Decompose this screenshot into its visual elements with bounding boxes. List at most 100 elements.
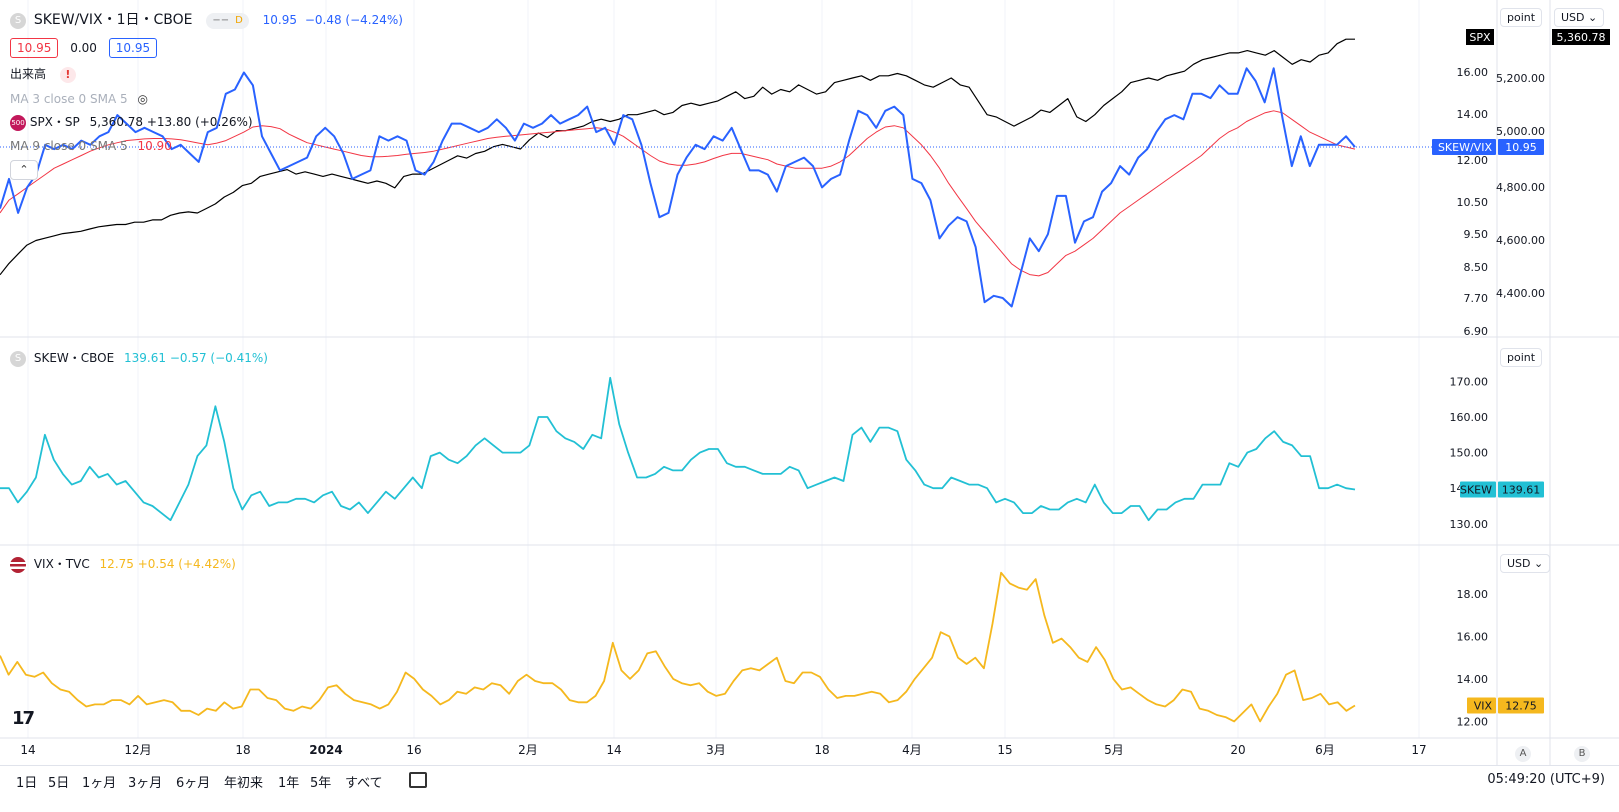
chevron-down-icon: ⌄ <box>1534 557 1544 570</box>
scale-a-button[interactable]: A <box>1515 746 1531 762</box>
main-legend: S SKEW/VIX・1日・CBOE −− D 10.95 −0.48 (−4.2… <box>10 12 403 29</box>
vix-tag-value: 12.75 <box>1505 699 1537 712</box>
ma9-label[interactable]: MA 9 close 0 SMA 5 <box>10 139 128 153</box>
skew-axis-tick: 150.00 <box>1450 447 1489 460</box>
ma3-label[interactable]: MA 3 close 0 SMA 5 <box>10 92 128 106</box>
spx-icon: 500 <box>10 114 26 131</box>
ratio-tag-value-bg <box>1498 138 1544 155</box>
pane1-scale-mode-button[interactable]: point <box>1500 8 1543 27</box>
pane1-currency-label: USD <box>1561 11 1585 24</box>
vix-legend: VIX・TVC 12.75 +0.54 (+4.42%) <box>10 556 236 573</box>
collapse-legend-button[interactable]: ⌃ <box>10 160 38 180</box>
timeframe-pill[interactable]: −− D <box>206 12 249 29</box>
skew-legend: S SKEW・CBOE 139.61 −0.57 (−0.41%) <box>10 350 268 367</box>
volume-label[interactable]: 出来高 <box>10 67 47 81</box>
timeframe-button[interactable]: 1ヶ月 <box>82 776 117 791</box>
skew-tag-label: SKEW <box>1460 484 1492 497</box>
axis-layer: 14 12月 18 2024 16 2月 14 3月 18 4月 15 5月 20 6月 17 16.00 14… <box>20 66 1545 757</box>
vix-axis-tick: 14.00 <box>1457 673 1489 686</box>
vix-tag-value-bg <box>1498 697 1544 714</box>
ratio-ma-line <box>0 110 1356 277</box>
hidden-eye-icon[interactable]: ◎ <box>137 92 148 106</box>
time-axis-label: 2024 <box>309 743 342 757</box>
vix-axis-tick: 18.00 <box>1457 588 1489 601</box>
timeframe-button[interactable]: 5日 <box>48 776 70 791</box>
vix-tag-label: VIX <box>1474 699 1493 712</box>
skew-vix-ratio-line <box>0 67 1356 308</box>
vix-line <box>0 571 1356 723</box>
time-axis-label: 5月 <box>1104 743 1124 757</box>
vix-axis-tick: 16.00 <box>1457 630 1489 643</box>
ratio-axis-tick: 7.70 <box>1464 292 1489 305</box>
pane2-scale-mode-button[interactable]: point <box>1500 348 1543 367</box>
calendar-range-icon[interactable] <box>409 772 427 788</box>
us-flag-icon <box>10 556 26 573</box>
bid-box[interactable]: 10.95 <box>10 38 59 58</box>
skew-axis-tick: 130.00 <box>1450 518 1489 531</box>
spx-tag-label-bg <box>1466 29 1494 45</box>
ohlc-row: 10.95 0.00 10.95 <box>10 38 158 58</box>
spx-tag: SPX 5,360.78 <box>1466 29 1610 45</box>
last-price: 10.95 <box>262 13 297 27</box>
warning-icon[interactable]: ! <box>59 67 76 83</box>
ma3-row: MA 3 close 0 SMA 5 ◎ <box>10 91 148 107</box>
time-axis-label: 17 <box>1411 743 1426 757</box>
pane1-currency-button[interactable]: USD ⌄ <box>1554 8 1605 27</box>
scale-b-button[interactable]: B <box>1574 746 1590 762</box>
ma9-row: MA 9 close 0 SMA 5 10.90 <box>10 138 172 154</box>
ma9-value: 10.90 <box>137 139 172 153</box>
spread-value: 0.00 <box>70 41 97 55</box>
skew-tag-label-bg <box>1460 481 1496 498</box>
vix-label[interactable]: VIX・TVC <box>33 557 90 571</box>
timeframe-badge: D <box>235 14 243 26</box>
tradingview-logo[interactable]: 17 <box>12 708 35 729</box>
timeframe-button[interactable]: 3ヶ月 <box>128 776 163 791</box>
chevron-down-icon: ⌄ <box>1588 11 1598 24</box>
skew-label[interactable]: SKEW・CBOE <box>33 351 115 365</box>
timeframe-button[interactable]: すべて <box>345 776 383 791</box>
skew-symbol-icon: S <box>10 350 26 367</box>
timeframe-button[interactable]: 1日 <box>16 776 38 791</box>
time-axis-label: 6月 <box>1315 743 1335 757</box>
symbol-title[interactable]: SKEW/VIX・1日・CBOE <box>33 12 193 28</box>
spx-axis-tick: 4,600.00 <box>1496 234 1545 247</box>
time-axis-label: 18 <box>235 743 250 757</box>
vix-tag-label-bg <box>1467 697 1496 714</box>
skew-line <box>0 376 1356 522</box>
time-axis-label: 14 <box>20 743 35 757</box>
timeframe-button[interactable]: 年初来 <box>224 776 264 791</box>
spx-tag-value: 5,360.78 <box>1557 31 1606 44</box>
vix-axis-tick: 12.00 <box>1457 715 1489 728</box>
ratio-tag-value: 10.95 <box>1505 141 1537 154</box>
ratio-axis-tick: 14.00 <box>1457 108 1489 121</box>
ratio-axis-tick: 12.00 <box>1457 154 1489 167</box>
timeframe-button[interactable]: 5年 <box>310 776 332 791</box>
ask-box[interactable]: 10.95 <box>108 38 158 58</box>
spx-row: 500 SPX・SP 5,360.78 +13.80 (+0.26%) <box>10 114 253 131</box>
time-axis-label: 16 <box>406 743 421 757</box>
timeframe-button[interactable]: 6ヶ月 <box>176 776 211 791</box>
timeframe-button[interactable]: 1年 <box>278 776 300 791</box>
ratio-axis-tick: 9.50 <box>1464 228 1489 241</box>
clock[interactable]: 05:49:20 (UTC+9) <box>1487 772 1605 787</box>
pane3-currency-button[interactable]: USD ⌄ <box>1500 554 1551 573</box>
spx-axis-tick: 5,200.00 <box>1496 72 1545 85</box>
spx-line <box>0 38 1355 276</box>
skew-axis-tick: 170.00 <box>1450 375 1489 388</box>
skew-tag-value: 139.61 <box>1502 484 1541 497</box>
time-axis-label: 2月 <box>518 743 538 757</box>
time-axis-label: 12月 <box>124 743 151 757</box>
spx-axis-tick: 4,800.00 <box>1496 181 1545 194</box>
ratio-axis-tick: 8.50 <box>1464 261 1489 274</box>
ratio-tag-label-bg <box>1432 138 1496 155</box>
time-axis-label: 14 <box>606 743 621 757</box>
ratio-tag-label: SKEW/VIX <box>1438 141 1492 154</box>
symbol-icon: S <box>10 12 26 29</box>
spx-label[interactable]: SPX・SP <box>29 115 80 129</box>
time-axis-label: 15 <box>997 743 1012 757</box>
vix-values: 12.75 +0.54 (+4.42%) <box>99 557 236 571</box>
skew-values: 139.61 −0.57 (−0.41%) <box>124 351 268 365</box>
skew-axis-tick: 160.00 <box>1450 411 1489 424</box>
